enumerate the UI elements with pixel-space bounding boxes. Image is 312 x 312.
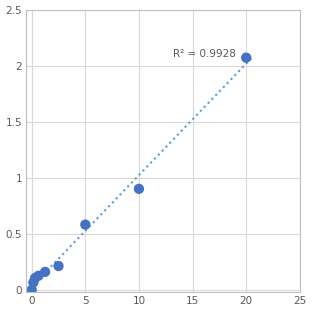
Point (83, 222, 88, 227)
Point (43, 269, 48, 274)
Point (56, 264, 61, 269)
Point (31, 280, 36, 285)
Point (36, 273, 41, 278)
Point (32, 275, 37, 280)
Point (29, 287, 34, 292)
Text: R² = 0.9928: R² = 0.9928 (173, 49, 236, 59)
Point (244, 55, 249, 60)
Point (136, 186, 141, 191)
